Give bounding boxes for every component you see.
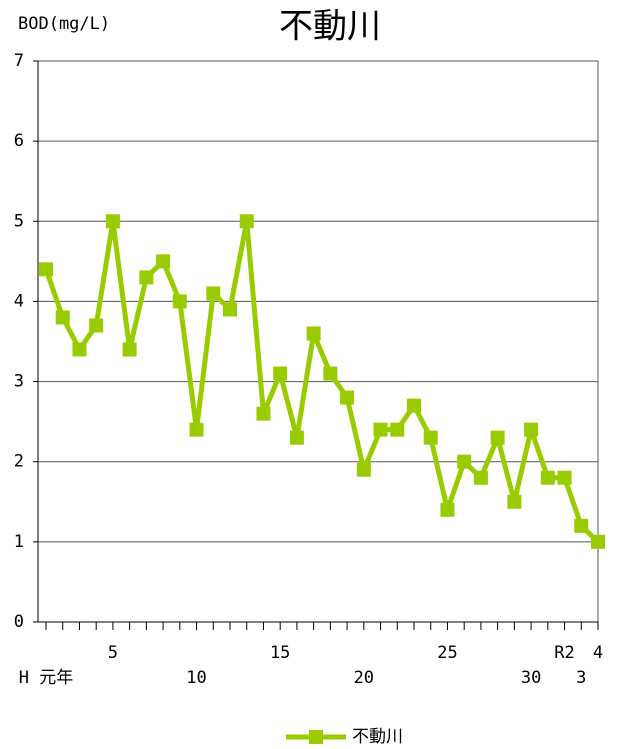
marker bbox=[39, 262, 53, 277]
marker bbox=[507, 494, 522, 509]
x-tick-label: H 元年 bbox=[19, 668, 73, 688]
marker bbox=[172, 294, 187, 309]
line bbox=[43, 218, 600, 544]
x-tick-label: 3 bbox=[576, 668, 586, 688]
marker bbox=[490, 430, 505, 445]
marker bbox=[591, 534, 605, 549]
marker bbox=[557, 470, 572, 485]
marker bbox=[139, 270, 154, 285]
y-tick-label: 4 bbox=[14, 291, 24, 311]
y-axis-label: BOD(mg/L) bbox=[18, 14, 110, 34]
legend-label: 不動川 bbox=[352, 727, 403, 747]
marker bbox=[457, 454, 472, 469]
marker bbox=[473, 470, 488, 485]
x-tick-label: 15 bbox=[270, 643, 290, 663]
marker bbox=[306, 326, 321, 341]
marker bbox=[574, 518, 589, 533]
marker bbox=[356, 462, 371, 477]
x-tick-label: 10 bbox=[186, 668, 206, 688]
x-tick-label: R2 bbox=[554, 643, 574, 663]
marker bbox=[256, 406, 271, 421]
chart-title: 不動川 bbox=[279, 7, 381, 47]
marker bbox=[423, 430, 438, 445]
marker bbox=[340, 390, 355, 405]
marker bbox=[390, 422, 405, 437]
marker bbox=[72, 342, 87, 357]
y-tick-label: 6 bbox=[14, 131, 24, 151]
marker bbox=[289, 430, 304, 445]
marker bbox=[122, 342, 137, 357]
x-tick-label: 25 bbox=[437, 643, 457, 663]
y-tick-label: 5 bbox=[14, 211, 24, 231]
x-tick-label: 4 bbox=[593, 643, 603, 663]
marker bbox=[206, 286, 221, 301]
marker bbox=[373, 422, 388, 437]
x-tick-label: 20 bbox=[354, 668, 374, 688]
y-tick-label: 3 bbox=[14, 372, 24, 392]
marker bbox=[407, 398, 421, 413]
marker bbox=[540, 470, 555, 485]
legend-marker bbox=[309, 730, 323, 744]
marker bbox=[323, 366, 338, 381]
y-tick-label: 0 bbox=[14, 612, 24, 632]
marker bbox=[223, 302, 237, 317]
marker bbox=[189, 422, 204, 437]
marker bbox=[524, 422, 539, 437]
x-tick-label: 30 bbox=[521, 668, 541, 688]
marker bbox=[273, 366, 288, 381]
y-tick-label: 2 bbox=[14, 452, 24, 472]
marker bbox=[89, 318, 104, 333]
marker bbox=[440, 502, 455, 517]
marker bbox=[55, 310, 70, 325]
marker bbox=[105, 214, 120, 229]
marker bbox=[156, 254, 171, 269]
y-tick-label: 7 bbox=[14, 51, 24, 71]
marker bbox=[239, 214, 254, 229]
x-tick-label: 5 bbox=[108, 643, 118, 663]
y-tick-label: 1 bbox=[14, 532, 24, 552]
